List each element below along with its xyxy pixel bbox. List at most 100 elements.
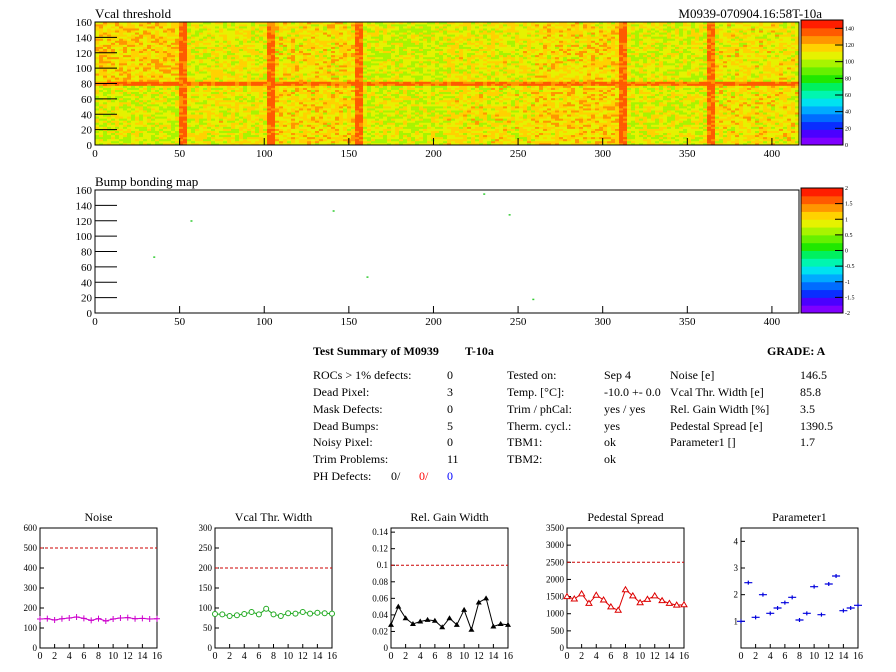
heatmap-cell [631, 93, 636, 97]
heatmap-cell [291, 93, 296, 97]
heatmap-cell [791, 128, 796, 131]
heatmap-cell [363, 95, 368, 99]
heatmap-cell [151, 140, 156, 144]
heatmap-cell [131, 116, 136, 119]
heatmap-cell [591, 91, 596, 95]
heatmap-cell [379, 89, 384, 92]
heatmap-cell [95, 140, 100, 144]
heatmap-cell [575, 116, 580, 119]
heatmap-cell [763, 99, 768, 103]
heatmap-cell [615, 118, 620, 121]
heatmap-cell [483, 130, 488, 133]
heatmap-cell [411, 116, 416, 119]
heatmap-cell [395, 91, 400, 95]
heatmap-cell [255, 114, 260, 117]
heatmap-cell [451, 99, 456, 103]
heatmap-cell [707, 112, 712, 115]
heatmap-cell [487, 108, 492, 111]
heatmap-cell [415, 134, 420, 138]
heatmap-cell [791, 95, 796, 99]
heatmap-cell [111, 142, 116, 146]
heatmap-cell [147, 130, 152, 133]
heatmap-cell [655, 108, 660, 111]
heatmap-cell [531, 87, 536, 90]
heatmap-cell [671, 101, 676, 105]
heatmap-cell [607, 132, 612, 136]
heatmap-cell [787, 136, 792, 140]
heatmap-cell [279, 104, 284, 107]
heatmap-cell [687, 116, 692, 119]
heatmap-cell [111, 124, 116, 127]
heatmap-cell [363, 128, 368, 131]
heatmap-cell [563, 112, 568, 115]
heatmap-cell [347, 132, 352, 136]
heatmap-cell [583, 108, 588, 111]
heatmap-cell [407, 89, 412, 92]
heatmap-cell [311, 124, 316, 127]
heatmap-cell [195, 110, 200, 113]
heatmap-cell [251, 95, 256, 99]
heatmap-cell [587, 112, 592, 115]
heatmap-cell [503, 138, 508, 142]
heatmap-cell [139, 87, 144, 90]
heatmap-cell [787, 122, 792, 125]
heatmap-cell [323, 104, 328, 107]
heatmap-cell [331, 101, 336, 105]
heatmap-cell [367, 108, 372, 111]
heatmap-cell [347, 106, 352, 109]
heatmap-cell [115, 124, 120, 127]
heatmap-cell [467, 124, 472, 127]
heatmap-cell [279, 132, 284, 136]
heatmap-cell [519, 120, 524, 123]
heatmap-cell [251, 142, 256, 146]
heatmap-cell [179, 128, 184, 131]
heatmap-cell [607, 87, 612, 90]
heatmap-cell [107, 99, 112, 103]
heatmap-cell [671, 138, 676, 142]
heatmap-cell [439, 104, 444, 107]
heatmap-cell [103, 110, 108, 113]
heatmap-cell [575, 97, 580, 101]
heatmap-cell [163, 118, 168, 121]
heatmap-cell [259, 124, 264, 127]
heatmap-cell [587, 101, 592, 105]
heatmap-cell [671, 108, 676, 111]
heatmap-cell [207, 97, 212, 101]
heatmap-cell [275, 95, 280, 99]
heatmap-cell [227, 95, 232, 99]
heatmap-cell [107, 142, 112, 146]
heatmap-cell [331, 118, 336, 121]
heatmap-cell [203, 130, 208, 133]
heatmap-cell [563, 118, 568, 121]
heatmap-cell [775, 97, 780, 101]
heatmap-cell [795, 120, 800, 123]
heatmap-cell [683, 116, 688, 119]
heatmap-cell [191, 142, 196, 146]
heatmap-cell [563, 95, 568, 99]
heatmap-cell [519, 89, 524, 92]
heatmap-cell [759, 130, 764, 133]
heatmap-cell [531, 106, 536, 109]
heatmap-cell [655, 89, 660, 92]
heatmap-cell [595, 87, 600, 90]
heatmap-cell [183, 114, 188, 117]
heatmap-cell [763, 138, 768, 142]
heatmap-cell [515, 110, 520, 113]
heatmap-cell [419, 120, 424, 123]
heatmap-cell [759, 140, 764, 144]
heatmap-cell [139, 118, 144, 121]
heatmap-cell [647, 87, 652, 90]
heatmap-cell [391, 101, 396, 105]
heatmap-cell [751, 89, 756, 92]
heatmap-cell [523, 112, 528, 115]
heatmap-cell [275, 106, 280, 109]
heatmap-cell [735, 120, 740, 123]
heatmap-cell [399, 89, 404, 92]
heatmap-cell [471, 95, 476, 99]
heatmap-cell [207, 99, 212, 103]
heatmap-cell [155, 134, 160, 138]
heatmap-cell [167, 114, 172, 117]
heatmap-cell [495, 93, 500, 97]
heatmap-cell [471, 112, 476, 115]
heatmap-cell [583, 142, 588, 146]
